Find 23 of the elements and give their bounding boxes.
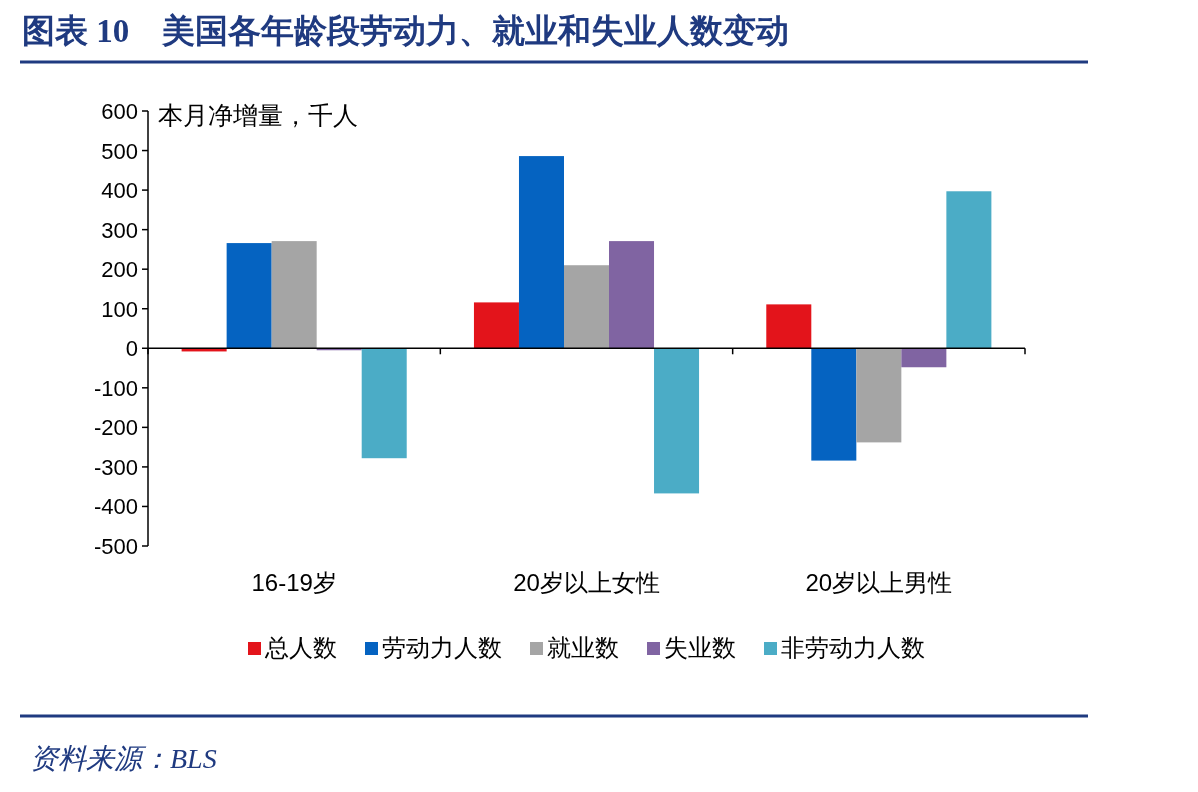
y-tick-label: -300: [93, 454, 138, 480]
x-tick-label: 20岁以上女性: [513, 569, 660, 596]
legend-label: 总人数: [264, 634, 337, 661]
y-tick-label: 0: [125, 336, 138, 362]
legend-label: 劳动力人数: [382, 634, 502, 661]
y-tick-label: 200: [101, 257, 138, 283]
x-tick-label: 16-19岁: [251, 569, 337, 596]
y-tick-label: 100: [101, 296, 138, 322]
y-tick-label: -500: [93, 534, 138, 559]
legend-label: 就业数: [547, 634, 619, 661]
text: 资料来源：BLS: [30, 743, 217, 774]
y-tick-label: 400: [101, 178, 138, 204]
y-axis-title: 本月净增量，千人: [158, 101, 358, 129]
chart-title: 图表 10 美国各年龄段劳动力、就业和失业人数变动: [22, 13, 790, 49]
y-tick-label: 600: [101, 99, 138, 124]
legend-label: 非劳动力人数: [781, 634, 925, 661]
y-tick-label: 300: [101, 217, 138, 243]
y-tick-label: -100: [93, 375, 138, 401]
y-tick-label: -200: [93, 415, 138, 441]
y-tick-label: 500: [101, 138, 138, 164]
x-tick-label: 20岁以上男性: [805, 569, 953, 596]
y-tick-label: -400: [93, 494, 138, 520]
legend-label: 失业数: [664, 634, 736, 661]
